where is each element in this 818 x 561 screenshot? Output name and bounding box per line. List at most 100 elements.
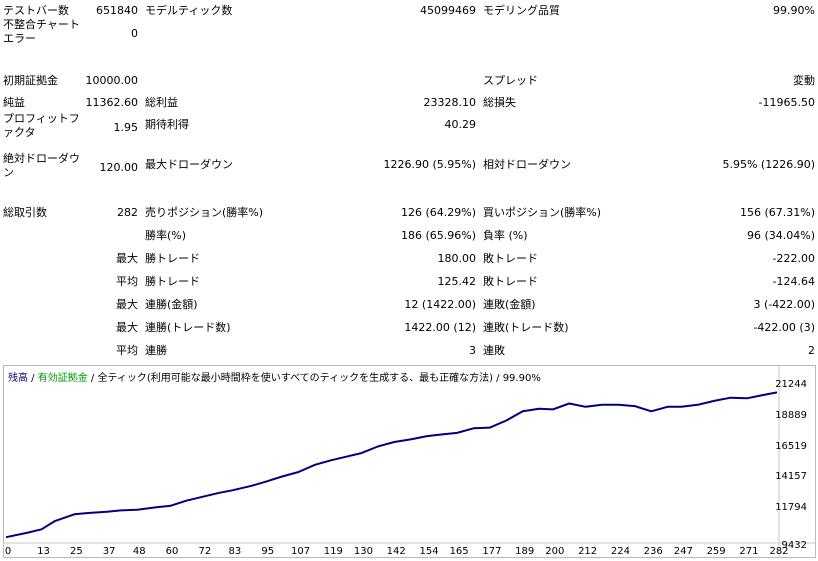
report-value2-6: 126 (64.29%) — [400, 206, 476, 219]
report-value-6: 282 — [117, 206, 138, 219]
report-value2-11: 1422.00 (12) — [404, 321, 476, 334]
legend-balance: 残高 — [8, 373, 28, 384]
report-label-5: 絶対ドローダウン — [3, 152, 80, 179]
report-label3-6: 買いポジション(勝率%) — [483, 206, 602, 219]
report-prefix-9: 平均 — [116, 275, 138, 288]
balance-series-line — [5, 391, 778, 539]
x-tick-label: 25 — [69, 546, 83, 557]
x-tick-label: 282 — [769, 546, 789, 557]
report-value2-12: 3 — [469, 344, 476, 357]
y-tick-label: 18889 — [775, 409, 807, 421]
report-label2-4: 期待利得 — [145, 118, 189, 131]
legend-description: 全ティック(利用可能な最小時間枠を使いすべてのティックを生成する、最も正確な方法… — [97, 373, 541, 384]
report-label-3: 純益 — [3, 96, 25, 109]
report-label2-11: 連勝(トレード数) — [145, 321, 231, 334]
y-tick-label: 9432 — [781, 540, 807, 551]
x-tick-label: 48 — [132, 546, 146, 557]
chart-legend: 残高 / 有効証拠金 / 全ティック(利用可能な最小時間枠を使いすべてのティック… — [8, 369, 541, 384]
x-tick-label: 212 — [578, 546, 598, 557]
legend-equity: 有効証拠金 — [37, 373, 88, 384]
legend-separator: / — [28, 373, 38, 384]
x-tick-label: 165 — [449, 546, 469, 557]
x-tick-label: 83 — [228, 546, 242, 557]
report-value3-2: 変動 — [793, 74, 815, 87]
legend-separator: / — [87, 373, 98, 384]
x-tick-label: 95 — [261, 546, 275, 557]
x-tick-label: 189 — [515, 546, 535, 557]
x-tick-label: 259 — [706, 546, 726, 557]
report-value-0: 651840 — [96, 4, 138, 17]
report-value3-7: 96 (34.04%) — [746, 229, 815, 242]
x-tick-label: 107 — [290, 546, 311, 557]
report-label2-7: 勝率(%) — [145, 229, 187, 242]
x-tick-label: 200 — [545, 546, 565, 557]
report-value3-5: 5.95% (1226.90) — [722, 158, 815, 171]
x-tick-label: 236 — [643, 546, 663, 557]
report-table: テストバー数 651840 モデルティック数 45099469 モデリング品質 99.90… — [3, 4, 815, 357]
report-value-3: 11362.60 — [85, 96, 139, 109]
report-label-2: 初期証拠金 — [3, 74, 58, 87]
x-tick-label: 130 — [353, 546, 373, 557]
report-value2-5: 1226.90 (5.95%) — [383, 158, 476, 171]
report-value2-8: 180.00 — [437, 252, 477, 265]
x-tick-label: 177 — [482, 546, 502, 557]
x-tick-label: 142 — [386, 546, 406, 557]
report-value3-8: -222.00 — [772, 252, 815, 265]
report-label2-3: 総利益 — [145, 96, 178, 109]
x-tick-label: 271 — [739, 546, 759, 557]
report-value3-11: -422.00 (3) — [753, 321, 815, 334]
report-prefix-10: 最大 — [116, 298, 138, 311]
report-label3-3: 総損失 — [483, 96, 516, 109]
report-label3-0: モデリング品質 — [483, 4, 560, 17]
report-label3-2: スプレッド — [483, 74, 538, 87]
report-prefix-8: 最大 — [116, 252, 138, 265]
report-value2-10: 12 (1422.00) — [404, 298, 476, 311]
report-value2-0: 45099469 — [420, 4, 476, 17]
report-prefix-12: 平均 — [116, 344, 138, 357]
report-value3-9: -124.64 — [772, 275, 815, 288]
x-tick-label: 247 — [673, 546, 693, 557]
report-value3-3: -11965.50 — [758, 96, 815, 109]
report-label-4: プロフィットファクタ — [3, 112, 80, 139]
chart-plot — [4, 366, 815, 557]
report-value-1: 0 — [131, 27, 138, 40]
report-value2-4: 40.29 — [444, 118, 477, 131]
report-label-0: テストバー数 — [3, 4, 69, 17]
x-tick-label: 60 — [165, 546, 179, 557]
report-label3-7: 負率 (%) — [483, 229, 528, 242]
x-tick-label: 224 — [610, 546, 630, 557]
report-label3-10: 連敗(金額) — [483, 298, 536, 311]
x-tick-label: 119 — [323, 546, 343, 557]
report-value3-6: 156 (67.31%) — [739, 206, 815, 219]
report-label2-6: 売りポジション(勝率%) — [145, 206, 264, 219]
x-tick-label: 0 — [4, 546, 12, 557]
report-value-2: 10000.00 — [85, 74, 139, 87]
report-label3-8: 敗トレード — [483, 252, 538, 265]
report-label2-12: 連勝 — [145, 344, 167, 357]
y-tick-label: 11794 — [775, 502, 807, 514]
report-label-1: 不整合チャートエラー — [3, 18, 80, 45]
balance-chart: 残高 / 有効証拠金 / 全ティック(利用可能な最小時間枠を使いすべてのティック… — [3, 365, 816, 558]
x-tick-label: 13 — [37, 546, 50, 557]
report-value2-7: 186 (65.96%) — [400, 229, 476, 242]
y-tick-label: 14157 — [775, 471, 807, 483]
report-value-5: 120.00 — [99, 161, 139, 174]
report-label3-5: 相対ドローダウン — [483, 158, 571, 171]
x-tick-label: 154 — [419, 546, 439, 557]
report-value3-10: 3 (-422.00) — [753, 298, 815, 311]
report-label3-11: 連敗(トレード数) — [483, 321, 569, 334]
report-value2-9: 125.42 — [437, 275, 477, 288]
y-tick-label: 21244 — [775, 379, 807, 390]
report-label2-10: 連勝(金額) — [145, 298, 198, 311]
report-label2-8: 勝トレード — [145, 252, 200, 265]
x-tick-label: 37 — [102, 546, 116, 557]
report-label3-9: 敗トレード — [483, 275, 538, 288]
report-label2-5: 最大ドローダウン — [145, 158, 233, 171]
report-value3-12: 2 — [808, 344, 815, 357]
report-value3-0: 99.90% — [773, 4, 815, 17]
report-label-6: 総取引数 — [3, 206, 47, 219]
report-label3-12: 連敗 — [483, 344, 505, 357]
report-label2-0: モデルティック数 — [145, 4, 233, 17]
y-tick-label: 16519 — [775, 440, 807, 452]
report-label2-9: 勝トレード — [145, 275, 200, 288]
